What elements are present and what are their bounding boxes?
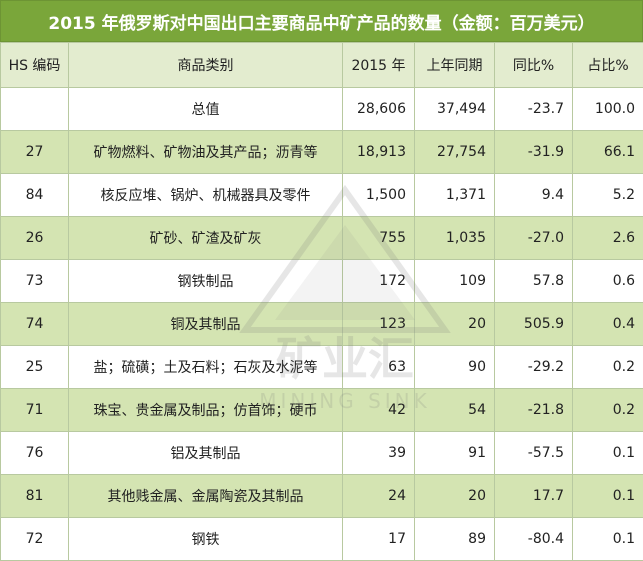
cell-2015: 63 (343, 346, 415, 389)
cell-category: 铝及其制品 (69, 432, 343, 475)
cell-yoy: -80.4 (495, 518, 573, 561)
cell-2015: 39 (343, 432, 415, 475)
cell-yoy: -57.5 (495, 432, 573, 475)
cell-yoy: 57.8 (495, 260, 573, 303)
cell-yoy: -23.7 (495, 88, 573, 131)
cell-category: 钢铁 (69, 518, 343, 561)
cell-prev-year: 109 (415, 260, 495, 303)
cell-2015: 755 (343, 217, 415, 260)
cell-prev-year: 91 (415, 432, 495, 475)
cell-yoy: -27.0 (495, 217, 573, 260)
cell-hs-code: 26 (1, 217, 69, 260)
cell-2015: 28,606 (343, 88, 415, 131)
header-category: 商品类别 (69, 43, 343, 88)
header-hs-code: HS 编码 (1, 43, 69, 88)
cell-yoy: 505.9 (495, 303, 573, 346)
cell-hs-code: 81 (1, 475, 69, 518)
cell-share: 5.2 (573, 174, 643, 217)
cell-2015: 1,500 (343, 174, 415, 217)
cell-hs-code: 71 (1, 389, 69, 432)
header-prev-year: 上年同期 (415, 43, 495, 88)
cell-share: 0.6 (573, 260, 643, 303)
cell-category: 铜及其制品 (69, 303, 343, 346)
cell-share: 66.1 (573, 131, 643, 174)
cell-prev-year: 20 (415, 303, 495, 346)
cell-share: 0.4 (573, 303, 643, 346)
cell-category: 盐；硫磺；土及石料；石灰及水泥等 (69, 346, 343, 389)
cell-hs-code: 84 (1, 174, 69, 217)
cell-prev-year: 1,035 (415, 217, 495, 260)
header-yoy: 同比% (495, 43, 573, 88)
cell-hs-code: 72 (1, 518, 69, 561)
cell-prev-year: 20 (415, 475, 495, 518)
cell-prev-year: 1,371 (415, 174, 495, 217)
cell-hs-code: 74 (1, 303, 69, 346)
cell-2015: 17 (343, 518, 415, 561)
cell-2015: 42 (343, 389, 415, 432)
cell-share: 0.2 (573, 346, 643, 389)
cell-prev-year: 90 (415, 346, 495, 389)
cell-prev-year: 27,754 (415, 131, 495, 174)
cell-share: 0.2 (573, 389, 643, 432)
cell-category: 钢铁制品 (69, 260, 343, 303)
table-title: 2015 年俄罗斯对中国出口主要商品中矿产品的数量（金额：百万美元） (0, 0, 643, 42)
cell-category: 总值 (69, 88, 343, 131)
cell-category: 珠宝、贵金属及制品；仿首饰；硬币 (69, 389, 343, 432)
cell-prev-year: 54 (415, 389, 495, 432)
cell-hs-code: 27 (1, 131, 69, 174)
cell-hs-code: 73 (1, 260, 69, 303)
cell-hs-code (1, 88, 69, 131)
cell-share: 0.1 (573, 475, 643, 518)
cell-2015: 123 (343, 303, 415, 346)
header-2015: 2015 年 (343, 43, 415, 88)
cell-hs-code: 25 (1, 346, 69, 389)
header-row: HS 编码 商品类别 2015 年 上年同期 同比% 占比% (1, 43, 643, 88)
cell-prev-year: 37,494 (415, 88, 495, 131)
cell-yoy: -21.8 (495, 389, 573, 432)
header-share: 占比% (573, 43, 643, 88)
cell-share: 100.0 (573, 88, 643, 131)
cell-yoy: 17.7 (495, 475, 573, 518)
cell-category: 其他贱金属、金属陶瓷及其制品 (69, 475, 343, 518)
cell-2015: 24 (343, 475, 415, 518)
cell-share: 2.6 (573, 217, 643, 260)
cell-yoy: -31.9 (495, 131, 573, 174)
cell-2015: 18,913 (343, 131, 415, 174)
cell-share: 0.1 (573, 518, 643, 561)
cell-category: 矿物燃料、矿物油及其产品；沥青等 (69, 131, 343, 174)
cell-category: 核反应堆、锅炉、机械器具及零件 (69, 174, 343, 217)
cell-yoy: 9.4 (495, 174, 573, 217)
cell-prev-year: 89 (415, 518, 495, 561)
cell-2015: 172 (343, 260, 415, 303)
cell-share: 0.1 (573, 432, 643, 475)
cell-category: 矿砂、矿渣及矿灰 (69, 217, 343, 260)
cell-hs-code: 76 (1, 432, 69, 475)
cell-yoy: -29.2 (495, 346, 573, 389)
